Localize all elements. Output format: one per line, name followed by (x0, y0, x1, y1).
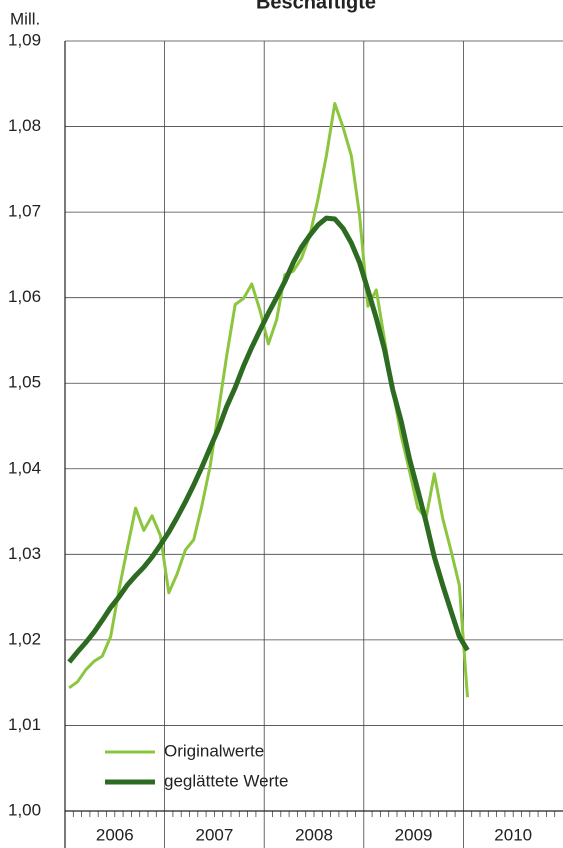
legend-label: Originalwerte (164, 741, 264, 760)
chart-title: Beschäftigte (256, 0, 376, 13)
y-tick-label: 1,01 (8, 715, 41, 734)
y-tick-label: 1,02 (8, 629, 41, 648)
x-tick-label: 2006 (96, 825, 134, 844)
x-tick-label: 2007 (195, 825, 233, 844)
y-tick-label: 1,04 (8, 458, 41, 477)
x-tick-label: 2009 (395, 825, 433, 844)
legend-label: geglättete Werte (164, 771, 288, 790)
y-unit: Mill. (10, 9, 40, 28)
series-line (68, 102, 469, 698)
y-tick-label: 1,00 (8, 800, 41, 819)
y-tick-label: 1,06 (8, 287, 41, 306)
y-tick-label: 1,07 (8, 202, 41, 221)
x-tick-label: 2008 (295, 825, 333, 844)
y-tick-label: 1,08 (8, 116, 41, 135)
series-line (67, 215, 470, 664)
y-tick-label: 1,09 (8, 30, 41, 49)
x-tick-label: 2010 (494, 825, 532, 844)
y-tick-label: 1,05 (8, 373, 41, 392)
y-tick-label: 1,03 (8, 544, 41, 563)
